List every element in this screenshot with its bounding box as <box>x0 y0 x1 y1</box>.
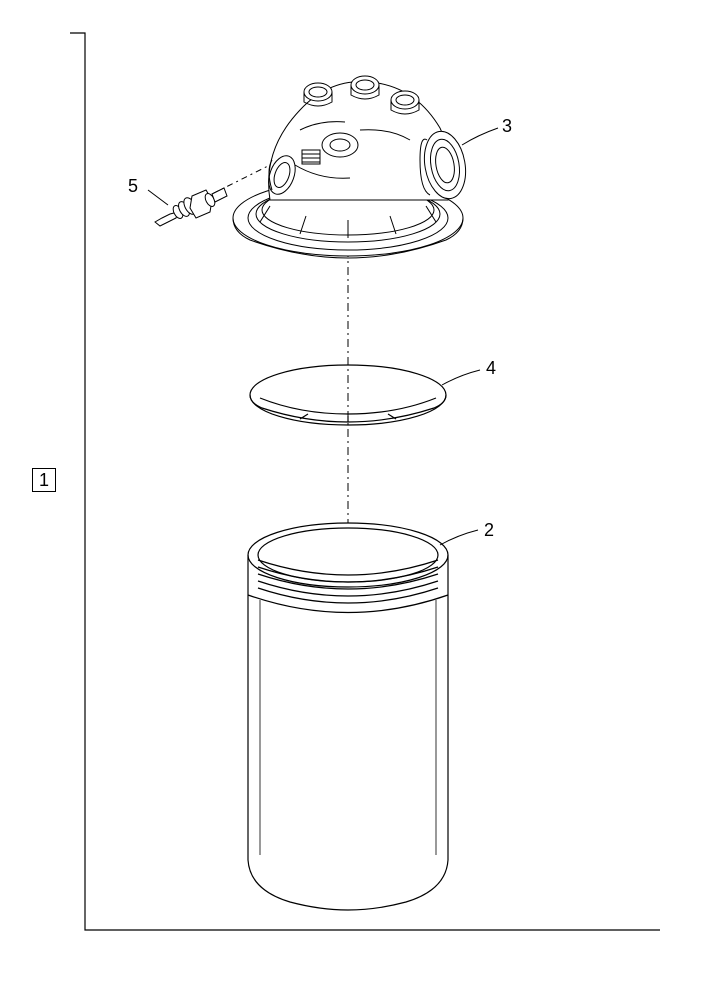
callout-3: 3 <box>502 116 512 137</box>
callout-5: 5 <box>128 176 138 197</box>
callout-2: 2 <box>484 520 494 541</box>
diagram-canvas: 1 2 3 4 5 <box>0 0 728 1000</box>
callout-4: 4 <box>486 358 496 379</box>
head-cap <box>233 76 471 258</box>
diagram-svg <box>0 0 728 1000</box>
callout-1: 1 <box>32 468 56 492</box>
filter-canister <box>248 523 448 910</box>
